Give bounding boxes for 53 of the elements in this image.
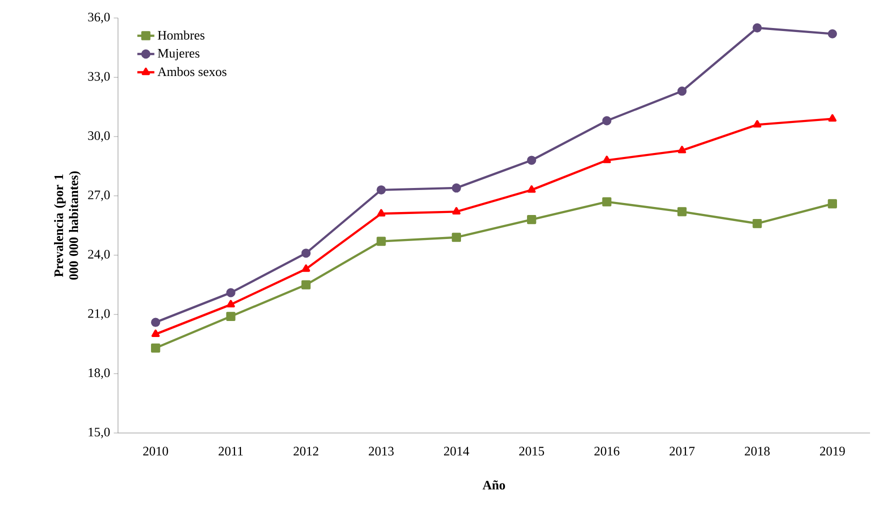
- point: [527, 214, 536, 224]
- legend-label: Mujeres: [158, 48, 200, 60]
- legend-label: Ambos sexos: [158, 67, 226, 76]
- x-tick-label: 2010: [143, 446, 168, 456]
- point: [677, 207, 687, 216]
- y-tick-label: 15,0: [88, 428, 110, 438]
- point: [376, 185, 386, 195]
- point: [527, 185, 536, 193]
- point: [602, 116, 612, 126]
- y-tick-label: 33,0: [88, 72, 110, 83]
- y-tick-label: 27,0: [88, 190, 110, 202]
- x-tick-label: 2019: [820, 446, 845, 456]
- x-tick-label: 2013: [368, 446, 394, 456]
- point: [527, 156, 536, 165]
- point: [828, 199, 837, 208]
- x-tick-label: 2016: [594, 446, 620, 456]
- point: [151, 330, 160, 338]
- x-axis-title: Año: [482, 480, 506, 490]
- point: [151, 343, 160, 353]
- point: [452, 232, 461, 242]
- point: [753, 120, 762, 128]
- point: [828, 114, 837, 122]
- y-axis-title: Prevalencia (por 1 000 000 habitantes): [54, 171, 81, 280]
- point: [226, 300, 235, 308]
- point: [752, 23, 762, 32]
- point: [301, 280, 311, 290]
- y-tick-label: 36,0: [88, 12, 110, 24]
- point: [452, 207, 461, 214]
- point: [452, 183, 461, 193]
- y-tick-label: 18,0: [88, 368, 110, 380]
- x-tick-label: 2015: [519, 446, 544, 456]
- point: [602, 156, 611, 164]
- x-tick-label: 2018: [744, 446, 770, 456]
- x-tick-label: 2017: [670, 446, 695, 456]
- point: [301, 248, 311, 258]
- point: [302, 264, 310, 272]
- x-tick-label: 2011: [218, 446, 243, 456]
- point: [752, 218, 762, 228]
- y-tick-label: 24,0: [88, 250, 110, 260]
- x-tick-label: 2014: [444, 446, 470, 456]
- x-tick-label: 2012: [294, 446, 318, 456]
- y-tick-label: 21,0: [88, 309, 110, 320]
- point: [226, 288, 236, 298]
- point: [678, 146, 686, 154]
- legend-label: Hombres: [158, 30, 204, 40]
- y-tick-label: 30,0: [88, 131, 110, 142]
- point: [226, 312, 236, 321]
- point: [602, 197, 612, 206]
- point: [151, 318, 160, 327]
- point: [376, 236, 386, 246]
- point: [828, 29, 837, 38]
- point: [377, 209, 386, 216]
- point: [677, 86, 687, 96]
